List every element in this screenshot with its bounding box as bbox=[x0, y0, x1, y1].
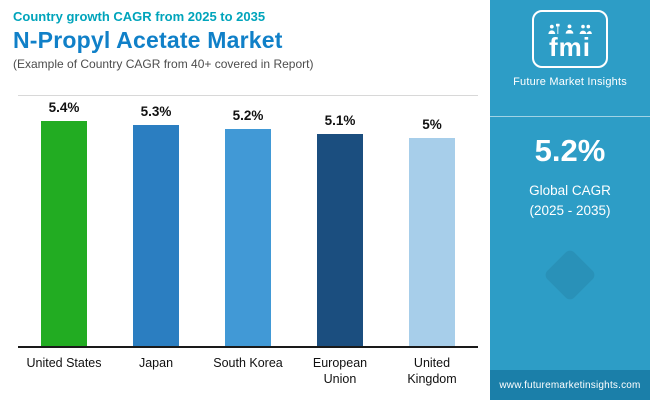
bar-value-label: 5% bbox=[422, 116, 442, 132]
chart-eyebrow: Country growth CAGR from 2025 to 2035 bbox=[13, 9, 266, 24]
people-icon bbox=[579, 24, 592, 34]
bar bbox=[317, 133, 363, 346]
bar bbox=[225, 129, 271, 346]
website-url[interactable]: www.futuremarketinsights.com bbox=[499, 379, 641, 391]
page-title: N-Propyl Acetate Market bbox=[13, 27, 283, 53]
global-cagr-label: Global CAGR (2025 - 2035) bbox=[529, 181, 611, 222]
brand-name: Future Market Insights bbox=[513, 76, 627, 88]
category-label: Japan bbox=[138, 356, 174, 370]
bar-value-label: 5.4% bbox=[48, 100, 80, 115]
category-label: South Korea bbox=[213, 356, 283, 370]
bar-column: 5.2% bbox=[202, 96, 294, 346]
global-cagr-label-line2: (2025 - 2035) bbox=[529, 203, 611, 219]
bar-value-label: 5.3% bbox=[140, 104, 172, 120]
sidebar: fmi Future Market Insights 5.2% Global C… bbox=[490, 0, 650, 400]
category-label: United Kingdom bbox=[407, 356, 457, 387]
chart-subtitle: (Example of Country CAGR from 40+ covere… bbox=[13, 57, 314, 71]
person-icon bbox=[565, 24, 574, 34]
chart-plot-area: 5.4% 5.3% 5.2% 5.1% 5% bbox=[18, 95, 478, 348]
website-footer: www.futuremarketinsights.com bbox=[490, 370, 650, 400]
global-cagr-value: 5.2% bbox=[534, 133, 606, 168]
bar-value-label: 5.1% bbox=[324, 112, 356, 128]
fmi-logo: fmi bbox=[532, 10, 608, 68]
bar bbox=[409, 137, 455, 346]
bar-value-label: 5.2% bbox=[232, 108, 264, 124]
bar-column: 5.1% bbox=[294, 96, 386, 346]
category-label: European Union bbox=[312, 356, 368, 387]
bar-column: 5.3% bbox=[110, 96, 202, 346]
global-cagr-block: 5.2% Global CAGR (2025 - 2035) bbox=[490, 116, 650, 222]
fmi-logo-text: fmi bbox=[549, 31, 591, 62]
chart-header: Country growth CAGR from 2025 to 2035 N-… bbox=[0, 0, 490, 71]
presenter-icon bbox=[548, 23, 560, 34]
bar-column: 5.4% bbox=[18, 96, 110, 346]
category-label: United States bbox=[26, 356, 102, 370]
chart-columns: 5.4% 5.3% 5.2% 5.1% 5% bbox=[18, 96, 478, 346]
bar bbox=[133, 125, 179, 346]
global-cagr-label-line1: Global CAGR bbox=[529, 183, 611, 198]
chart-category-labels: United States Japan South Korea European Un… bbox=[18, 348, 478, 388]
bar-column: 5% bbox=[386, 96, 478, 346]
bar bbox=[41, 121, 87, 346]
decorative-diamond bbox=[543, 247, 597, 302]
chart-panel: Country growth CAGR from 2025 to 2035 N-… bbox=[0, 0, 490, 400]
logo-icons bbox=[548, 23, 592, 35]
bar-chart: 5.4% 5.3% 5.2% 5.1% 5% United States Japan Sou… bbox=[18, 95, 478, 400]
